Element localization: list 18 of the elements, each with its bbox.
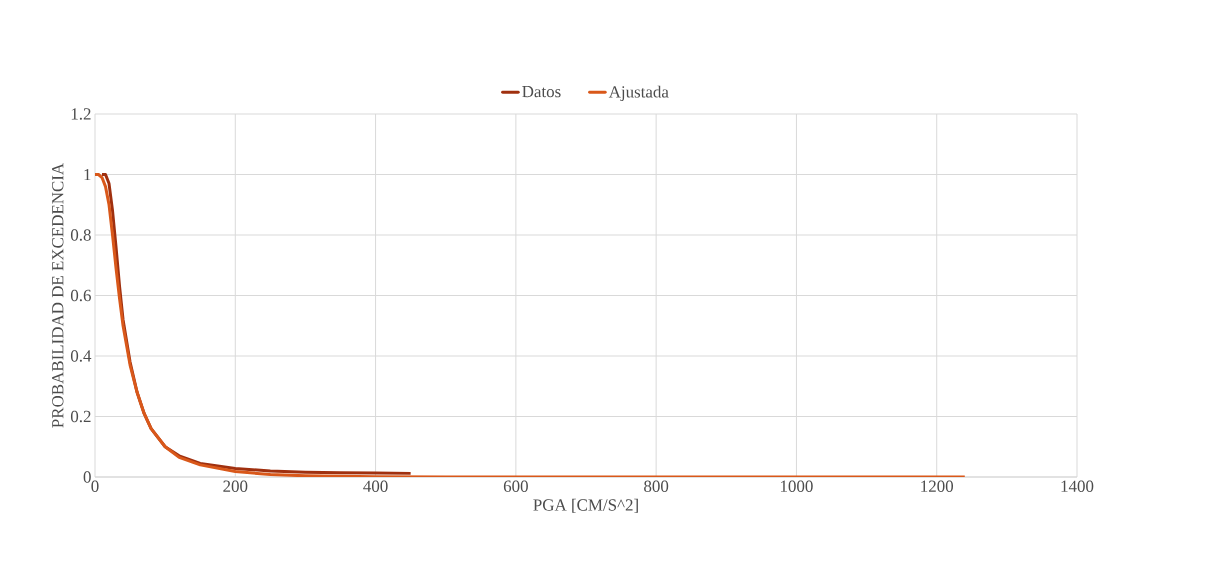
x-tick-label: 600 [503, 480, 528, 492]
x-tick-label: 1400 [1061, 480, 1094, 492]
y-tick-label: 0.6 [70, 289, 91, 302]
y-tick-label: 1.2 [71, 108, 91, 120]
x-tick-label: 200 [223, 480, 248, 492]
y-tick-label: 0.4 [70, 350, 92, 362]
legend-label: Ajustada [608, 85, 669, 102]
x-axis-title: PGA [CM/S^2] [533, 498, 638, 513]
y-tick-label: 0.8 [70, 229, 91, 241]
x-tick-label: 1200 [921, 480, 954, 492]
x-tick-label: 400 [363, 480, 388, 492]
legend-label: Datos [522, 86, 561, 98]
x-tick-label: 800 [644, 480, 669, 492]
y-tick-label: 0 [83, 471, 91, 483]
y-tick-label: 1 [84, 168, 91, 181]
x-tick-label: 1000 [780, 480, 813, 492]
y-tick-label: 0.2 [70, 410, 91, 423]
y-axis-title: PROBABILIDAD DE EXCEDENCIA [52, 162, 64, 428]
